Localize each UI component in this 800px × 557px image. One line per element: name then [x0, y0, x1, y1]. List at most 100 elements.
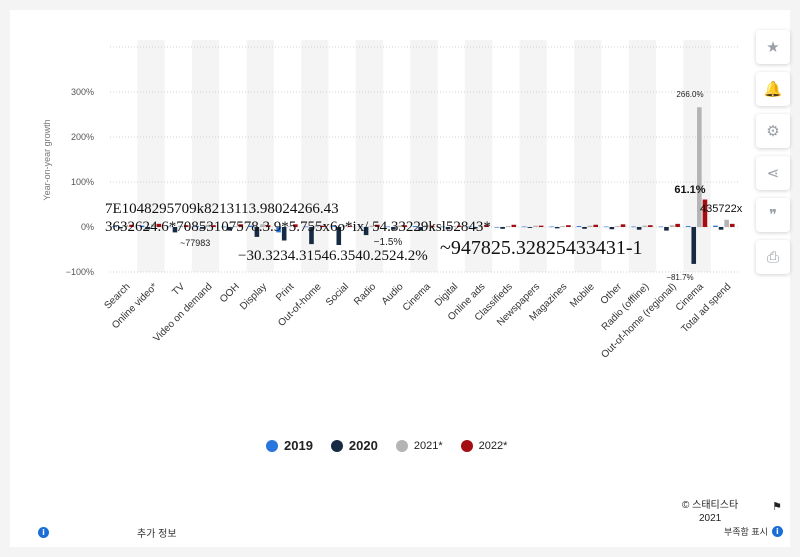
- x-tick-label: Total ad spend: [680, 281, 734, 335]
- bar: [391, 227, 396, 230]
- column-band: [246, 40, 274, 272]
- data-label: 7E1048295709k8213113.98024266.43: [105, 201, 339, 217]
- legend-item-2020[interactable]: 2020: [330, 438, 378, 453]
- bar: [609, 227, 615, 230]
- y-tick-label: 300%: [71, 87, 94, 97]
- info-icon[interactable]: i: [38, 527, 49, 538]
- data-label: −81.7%: [666, 273, 693, 282]
- bar: [582, 227, 587, 229]
- print-icon[interactable]: ⎙: [756, 240, 790, 274]
- x-tick-label: Display: [238, 281, 269, 312]
- bar: [199, 227, 205, 229]
- bar: [456, 225, 462, 227]
- bar: [118, 227, 123, 229]
- bar: [320, 225, 325, 227]
- bar: [293, 224, 298, 227]
- bar: [254, 227, 260, 237]
- legend-item-2019[interactable]: 2019: [266, 438, 313, 453]
- bar: [342, 225, 347, 227]
- column-band: [137, 40, 165, 272]
- bar: [123, 225, 129, 227]
- y-axis-label: Year-on-year growth: [42, 119, 52, 200]
- bar: [227, 227, 232, 231]
- bar: [702, 199, 708, 227]
- x-tick-label: Cinema: [401, 281, 433, 313]
- bar: [156, 223, 162, 227]
- bar: [260, 224, 265, 227]
- x-tick-label: Mobile: [568, 281, 597, 310]
- bar: [669, 225, 675, 227]
- star-icon[interactable]: ★: [756, 30, 790, 64]
- column-band: [410, 40, 438, 272]
- bar: [522, 226, 527, 228]
- data-label: −30.3234.31546.3540.2524.2%: [238, 248, 428, 264]
- bar: [631, 226, 636, 228]
- bar: [576, 226, 582, 227]
- bar: [511, 224, 517, 227]
- bar: [129, 224, 134, 227]
- bar: [533, 225, 538, 227]
- bar: [336, 227, 342, 245]
- statista-credit[interactable]: © 스태티스타 2021: [682, 499, 738, 525]
- column-band: [519, 40, 547, 272]
- gear-icon[interactable]: ⚙: [756, 114, 790, 148]
- y-tick-label: −100%: [66, 267, 94, 277]
- bar: [429, 225, 435, 227]
- bar: [593, 224, 599, 227]
- bar: [314, 224, 320, 227]
- legend-item-2021[interactable]: 2021*: [395, 439, 443, 452]
- data-label: 435722x: [700, 203, 743, 215]
- bar: [369, 225, 374, 227]
- bar: [484, 225, 489, 227]
- y-tick-label: 200%: [71, 132, 94, 142]
- bar: [664, 227, 669, 231]
- flag-icon[interactable]: ⚑: [772, 500, 782, 513]
- legend-item-2022[interactable]: 2022*: [460, 439, 508, 452]
- bar: [658, 226, 664, 228]
- report-label: 부족함 표시: [724, 527, 768, 537]
- bar: [636, 227, 642, 230]
- bar: [139, 225, 145, 227]
- quote-icon[interactable]: ❞: [756, 198, 790, 232]
- bar: [172, 227, 178, 233]
- credit-line: © 스태티스타: [682, 500, 739, 511]
- bar: [451, 226, 456, 227]
- data-label: 266.0%: [676, 90, 703, 99]
- bar: [330, 226, 336, 227]
- bar: [238, 224, 244, 227]
- bar: [718, 227, 724, 230]
- legend-label: 2021*: [413, 439, 443, 452]
- legend-label: 2019: [284, 438, 313, 453]
- bar: [620, 224, 626, 227]
- bell-icon[interactable]: 🔔: [756, 72, 790, 106]
- report-issue[interactable]: 부족함 표시 i: [724, 525, 783, 538]
- bar: [418, 227, 423, 231]
- bar: [473, 227, 478, 229]
- bar: [309, 227, 314, 245]
- legend-dot: [395, 439, 408, 452]
- bar: [150, 224, 156, 227]
- bar: [385, 226, 391, 228]
- column-band: [574, 40, 602, 272]
- bar: [363, 227, 369, 236]
- sidebar-tools: ★ 🔔 ⚙ ⋖ ❞ ⎙: [756, 30, 790, 282]
- bar: [675, 223, 680, 227]
- legend-label: 2022*: [478, 439, 508, 452]
- column-band: [355, 40, 384, 272]
- bar: [724, 219, 729, 227]
- bar: [527, 227, 533, 228]
- bar: [232, 226, 238, 227]
- x-tick-label: OOH: [218, 281, 242, 305]
- bar: [566, 225, 571, 227]
- bar: [440, 226, 445, 228]
- bar: [685, 226, 691, 227]
- bar: [467, 226, 473, 228]
- additional-info-link[interactable]: 추가 정보: [137, 529, 177, 540]
- data-label: 61.1%: [674, 184, 705, 196]
- legend-dot: [460, 439, 473, 452]
- bar: [505, 226, 511, 227]
- share-icon[interactable]: ⋖: [756, 156, 790, 190]
- data-label: −1.5%: [374, 237, 403, 248]
- x-tick-label: Print: [274, 281, 296, 303]
- bar: [347, 226, 353, 227]
